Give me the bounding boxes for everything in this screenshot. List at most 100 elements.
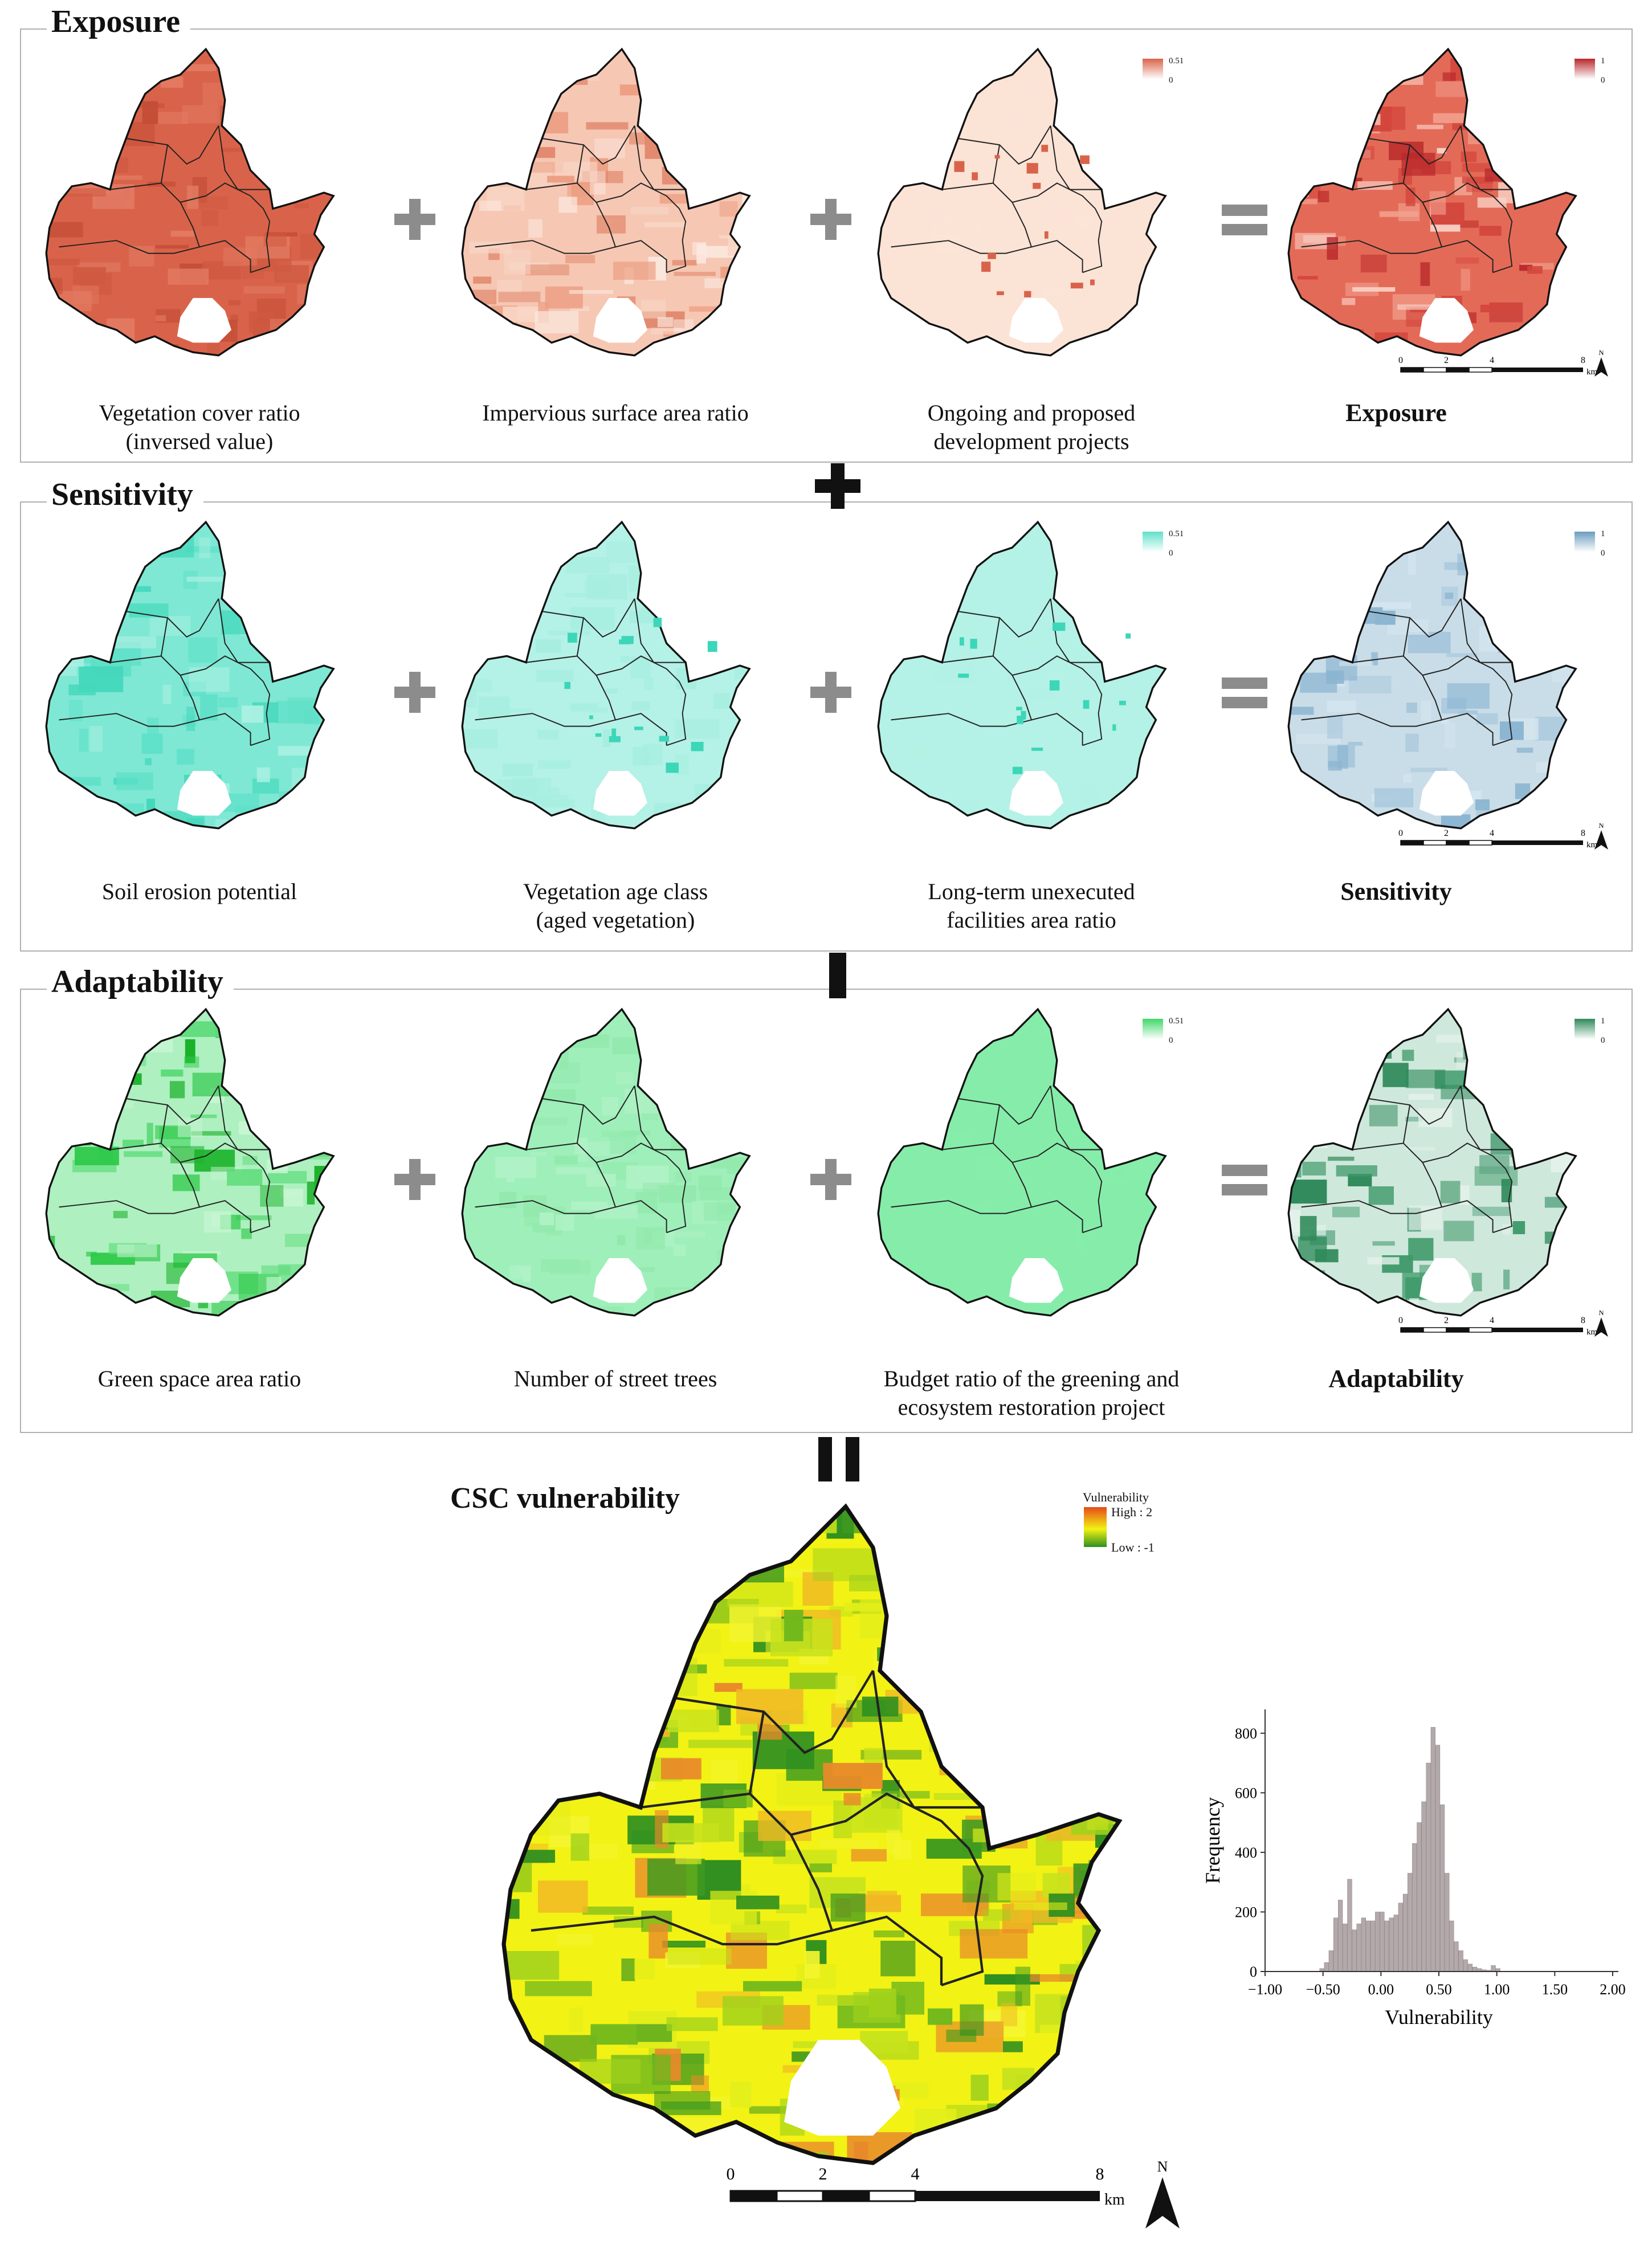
map-patch <box>1348 742 1363 746</box>
map-patch <box>1323 564 1359 571</box>
district-boundary <box>1422 675 1494 746</box>
map-patch <box>1166 1944 1174 1979</box>
map-patch <box>929 51 949 77</box>
map-patch <box>933 1521 992 1552</box>
map-patch <box>659 49 700 54</box>
map-patch <box>1410 1009 1431 1029</box>
map-patch <box>1538 533 1571 541</box>
map-patch <box>1568 317 1576 342</box>
map-patch <box>184 1056 199 1068</box>
map-patch <box>1147 342 1166 353</box>
map-patch <box>1409 1205 1443 1230</box>
map-patch <box>1127 684 1163 693</box>
map-patch <box>1181 232 1191 254</box>
histogram-bar <box>1430 1727 1435 1972</box>
map-patch <box>723 1789 753 1807</box>
map-patch <box>1174 1173 1191 1183</box>
map-patch <box>1128 594 1164 615</box>
map-patch <box>76 638 90 642</box>
map-patch <box>352 273 359 277</box>
district-boundary <box>595 1162 667 1233</box>
x-tick-label: 2.00 <box>1600 1981 1626 1998</box>
map-patch <box>340 725 359 736</box>
map-patch <box>1564 1261 1576 1267</box>
map-patch <box>478 121 522 134</box>
legend-min: 0 <box>1169 549 1173 558</box>
map-patch <box>707 96 721 103</box>
map-patch <box>910 522 919 542</box>
map-patch <box>696 1514 736 1542</box>
map-patch <box>1536 762 1572 773</box>
map-patch <box>1059 709 1090 722</box>
map-patch <box>1187 342 1191 362</box>
map-patch <box>598 2155 620 2163</box>
map-patch <box>1084 1665 1119 1704</box>
map-patch <box>953 614 989 641</box>
map-patch <box>1386 63 1396 71</box>
map-patch <box>1406 703 1417 713</box>
map-patch <box>905 189 939 206</box>
legend-max: 0.51 <box>1169 1017 1184 1026</box>
map-patch <box>1076 1993 1112 2024</box>
map-patch <box>313 150 334 162</box>
map-patch <box>903 1099 944 1122</box>
map-patch <box>584 1733 640 1745</box>
map-patch <box>1093 1861 1119 1900</box>
map-patch <box>1152 1068 1162 1077</box>
map-patch <box>711 557 733 567</box>
map-patch <box>544 2035 597 2062</box>
plus-icon <box>394 199 435 240</box>
map-spot <box>1049 680 1060 691</box>
map-patch <box>595 1205 638 1219</box>
map-patch <box>81 819 125 828</box>
scale-segment <box>1400 1327 1424 1333</box>
north-label: N <box>1598 823 1604 830</box>
district-boundary <box>475 713 616 727</box>
map-patch <box>638 2154 653 2163</box>
district-boundary <box>993 1142 1103 1234</box>
map-patch <box>753 297 775 315</box>
map-patch <box>982 664 1019 690</box>
map-patch <box>1161 1163 1166 1182</box>
map-patch <box>1024 81 1036 92</box>
map-patch <box>1062 1632 1110 1666</box>
map-patch <box>888 148 905 166</box>
map-patch <box>723 55 732 68</box>
map-patch <box>1563 726 1576 742</box>
map-patch <box>1022 1682 1076 1714</box>
map-patch <box>996 1809 1018 1838</box>
map-outline <box>1287 47 1577 357</box>
map-patch <box>1067 1604 1115 1614</box>
map-patch <box>230 315 238 321</box>
map-patch <box>1578 724 1601 750</box>
district-boundary <box>1301 240 1442 254</box>
map-patch <box>631 701 650 711</box>
map-patch <box>933 2130 981 2159</box>
map-patch <box>65 548 99 554</box>
map-patch <box>161 1070 183 1077</box>
map-patch <box>727 1057 750 1071</box>
map-patch <box>1100 741 1108 749</box>
histogram-bar <box>1328 1950 1333 1972</box>
map-patch <box>1029 1703 1081 1734</box>
sensitivity-caption-3: Long-term unexecuted facilities area rati… <box>928 879 1135 933</box>
map-patch <box>606 541 650 563</box>
scale-segment <box>1446 1327 1470 1333</box>
map-patch <box>719 1043 750 1057</box>
map-patch <box>89 726 103 752</box>
legend-swatch <box>1143 59 1163 79</box>
map-patch <box>1297 1080 1320 1099</box>
map-patch <box>1114 1580 1119 1594</box>
map-patch <box>629 610 652 623</box>
map-patch <box>1094 2086 1119 2097</box>
map-patch <box>76 530 88 551</box>
map-patch <box>1445 723 1455 749</box>
map-patch <box>1289 1316 1323 1322</box>
map-patch <box>147 1306 167 1316</box>
map-patch <box>601 1130 637 1137</box>
map-patch <box>1437 148 1446 154</box>
district-boundary <box>475 1200 616 1214</box>
map-hole <box>1009 298 1063 343</box>
map-patch <box>1337 682 1345 687</box>
map-patch <box>920 568 956 591</box>
